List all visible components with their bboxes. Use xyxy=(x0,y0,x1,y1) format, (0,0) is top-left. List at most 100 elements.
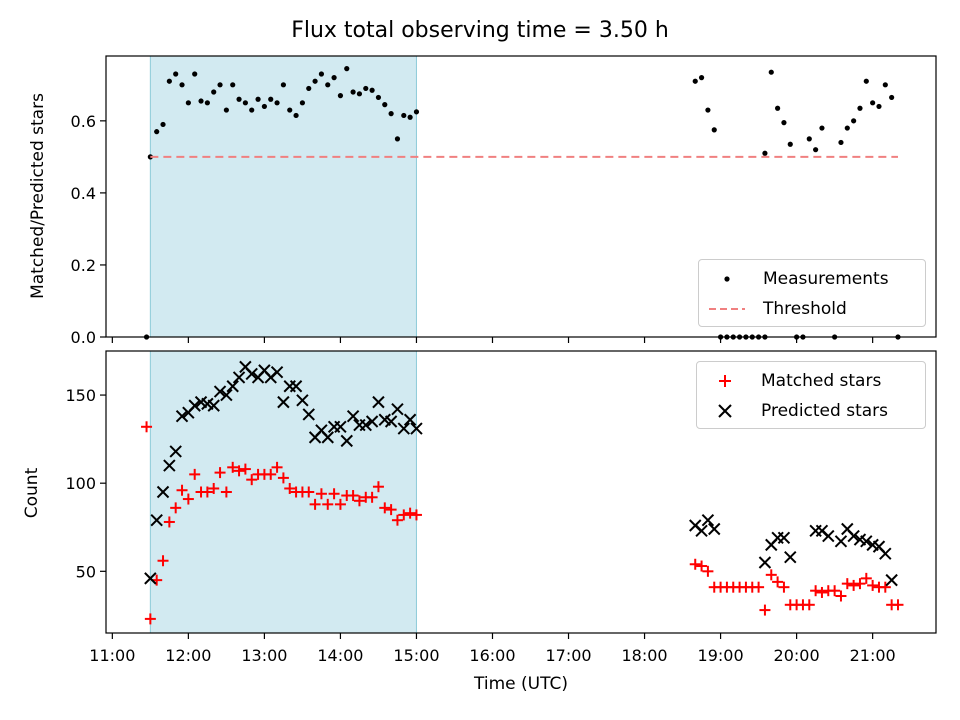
y-tick-label-bottom-2: 150 xyxy=(65,386,96,405)
point-measurements-7 xyxy=(185,100,191,106)
point-predicted-stars-31 xyxy=(340,434,353,448)
point-measurements-45 xyxy=(698,75,705,81)
point-matched-stars-33 xyxy=(347,490,359,502)
legend-item-measurements: Measurements xyxy=(707,264,917,294)
point-predicted-stars-11 xyxy=(213,385,227,398)
legend-label-threshold: Threshold xyxy=(763,299,847,319)
point-matched-stars-54 xyxy=(753,581,765,593)
point-measurements-10 xyxy=(204,100,210,106)
point-measurements-18 xyxy=(255,96,261,102)
point-predicted-stars-39 xyxy=(391,402,404,416)
point-matched-stars-22 xyxy=(277,472,289,484)
legend-marker-plus xyxy=(705,371,745,391)
point-measurements-71 xyxy=(863,78,869,84)
point-measurements-46 xyxy=(705,107,711,113)
point-measurements-38 xyxy=(382,102,388,108)
point-measurements-37 xyxy=(375,94,382,101)
point-measurements-44 xyxy=(692,78,698,84)
point-matched-stars-1 xyxy=(144,613,156,625)
point-matched-stars-66 xyxy=(829,585,841,597)
x-tick-label-0: 11:00 xyxy=(89,646,135,665)
point-matched-stars-15 xyxy=(233,465,245,477)
x-tick-label-7: 18:00 xyxy=(621,646,667,665)
point-matched-stars-42 xyxy=(404,507,416,519)
point-matched-stars-72 xyxy=(867,579,879,591)
point-measurements-20 xyxy=(268,96,274,102)
legend-label-matched-stars: Matched stars xyxy=(761,371,882,391)
point-predicted-stars-54 xyxy=(822,529,835,543)
point-matched-stars-39 xyxy=(385,504,397,516)
point-matched-stars-23 xyxy=(284,482,296,494)
point-measurements-16 xyxy=(242,100,248,106)
point-predicted-stars-55 xyxy=(834,535,848,548)
point-matched-stars-37 xyxy=(372,481,384,493)
point-predicted-stars-47 xyxy=(758,556,772,569)
x-tick-label-3: 14:00 xyxy=(317,646,363,665)
point-matched-stars-12 xyxy=(214,467,226,479)
point-measurements-64 xyxy=(813,147,819,153)
point-matched-stars-36 xyxy=(366,491,378,503)
point-matched-stars-67 xyxy=(835,590,847,602)
point-predicted-stars-45 xyxy=(701,513,715,527)
point-measurements-36 xyxy=(369,87,375,93)
axes-frame-top xyxy=(105,55,937,338)
observing-window-bottom xyxy=(150,351,417,633)
point-matched-stars-40 xyxy=(391,514,403,526)
x-tick-label-8: 19:00 xyxy=(698,646,744,665)
point-measurements-21 xyxy=(274,100,280,106)
point-measurements-11 xyxy=(211,89,217,95)
point-matched-stars-63 xyxy=(810,585,822,597)
y-tick-label-top-3: 0.6 xyxy=(71,112,96,131)
point-predicted-stars-51 xyxy=(784,551,797,564)
point-measurements-28 xyxy=(318,71,325,77)
point-predicted-stars-40 xyxy=(397,422,410,435)
point-measurements-19 xyxy=(261,103,267,110)
legend-item-predicted-stars: Predicted stars xyxy=(705,396,917,426)
x-tick-label-1: 12:00 xyxy=(165,646,211,665)
x-tick-label-5: 16:00 xyxy=(469,646,515,665)
point-matched-stars-4 xyxy=(163,516,175,528)
point-matched-stars-11 xyxy=(208,482,220,494)
point-measurements-8 xyxy=(192,71,198,77)
point-predicted-stars-62 xyxy=(879,547,892,560)
point-predicted-stars-24 xyxy=(296,394,309,407)
y-tick-label-top-0: 0.0 xyxy=(71,328,96,347)
point-matched-stars-56 xyxy=(765,569,777,581)
point-matched-stars-28 xyxy=(315,488,327,500)
x-tick-label-6: 17:00 xyxy=(545,646,591,665)
point-measurements-30 xyxy=(331,75,337,81)
point-predicted-stars-3 xyxy=(163,459,176,472)
point-matched-stars-14 xyxy=(227,461,239,473)
point-matched-stars-8 xyxy=(189,468,201,480)
point-measurements-57 xyxy=(768,69,774,75)
chart-title: Flux total observing time = 3.50 h xyxy=(291,18,669,43)
point-matched-stars-13 xyxy=(220,486,232,498)
legend-marker-dashed-line xyxy=(707,299,747,319)
point-measurements-34 xyxy=(356,91,363,97)
legend-marker-x xyxy=(705,401,745,421)
point-predicted-stars-32 xyxy=(346,410,360,423)
point-measurements-63 xyxy=(806,136,812,142)
point-predicted-stars-0 xyxy=(144,572,157,585)
point-predicted-stars-20 xyxy=(270,365,284,379)
point-measurements-1 xyxy=(147,154,153,160)
point-matched-stars-74 xyxy=(879,581,891,593)
point-matched-stars-76 xyxy=(892,599,904,611)
point-predicted-stars-35 xyxy=(365,415,379,428)
point-measurements-75 xyxy=(889,94,895,101)
point-predicted-stars-16 xyxy=(245,367,258,381)
point-matched-stars-58 xyxy=(778,581,790,593)
point-measurements-40 xyxy=(394,136,401,142)
point-measurements-41 xyxy=(401,112,407,119)
point-measurements-23 xyxy=(287,107,293,113)
point-measurements-2 xyxy=(154,129,160,135)
point-predicted-stars-10 xyxy=(207,399,220,412)
point-measurements-68 xyxy=(844,125,850,131)
point-predicted-stars-23 xyxy=(289,380,303,393)
point-predicted-stars-46 xyxy=(708,522,721,536)
y-tick-label-top-1: 0.2 xyxy=(71,256,96,275)
point-matched-stars-71 xyxy=(860,572,872,584)
legend-label-predicted-stars: Predicted stars xyxy=(761,401,888,421)
point-measurements-69 xyxy=(851,118,857,124)
